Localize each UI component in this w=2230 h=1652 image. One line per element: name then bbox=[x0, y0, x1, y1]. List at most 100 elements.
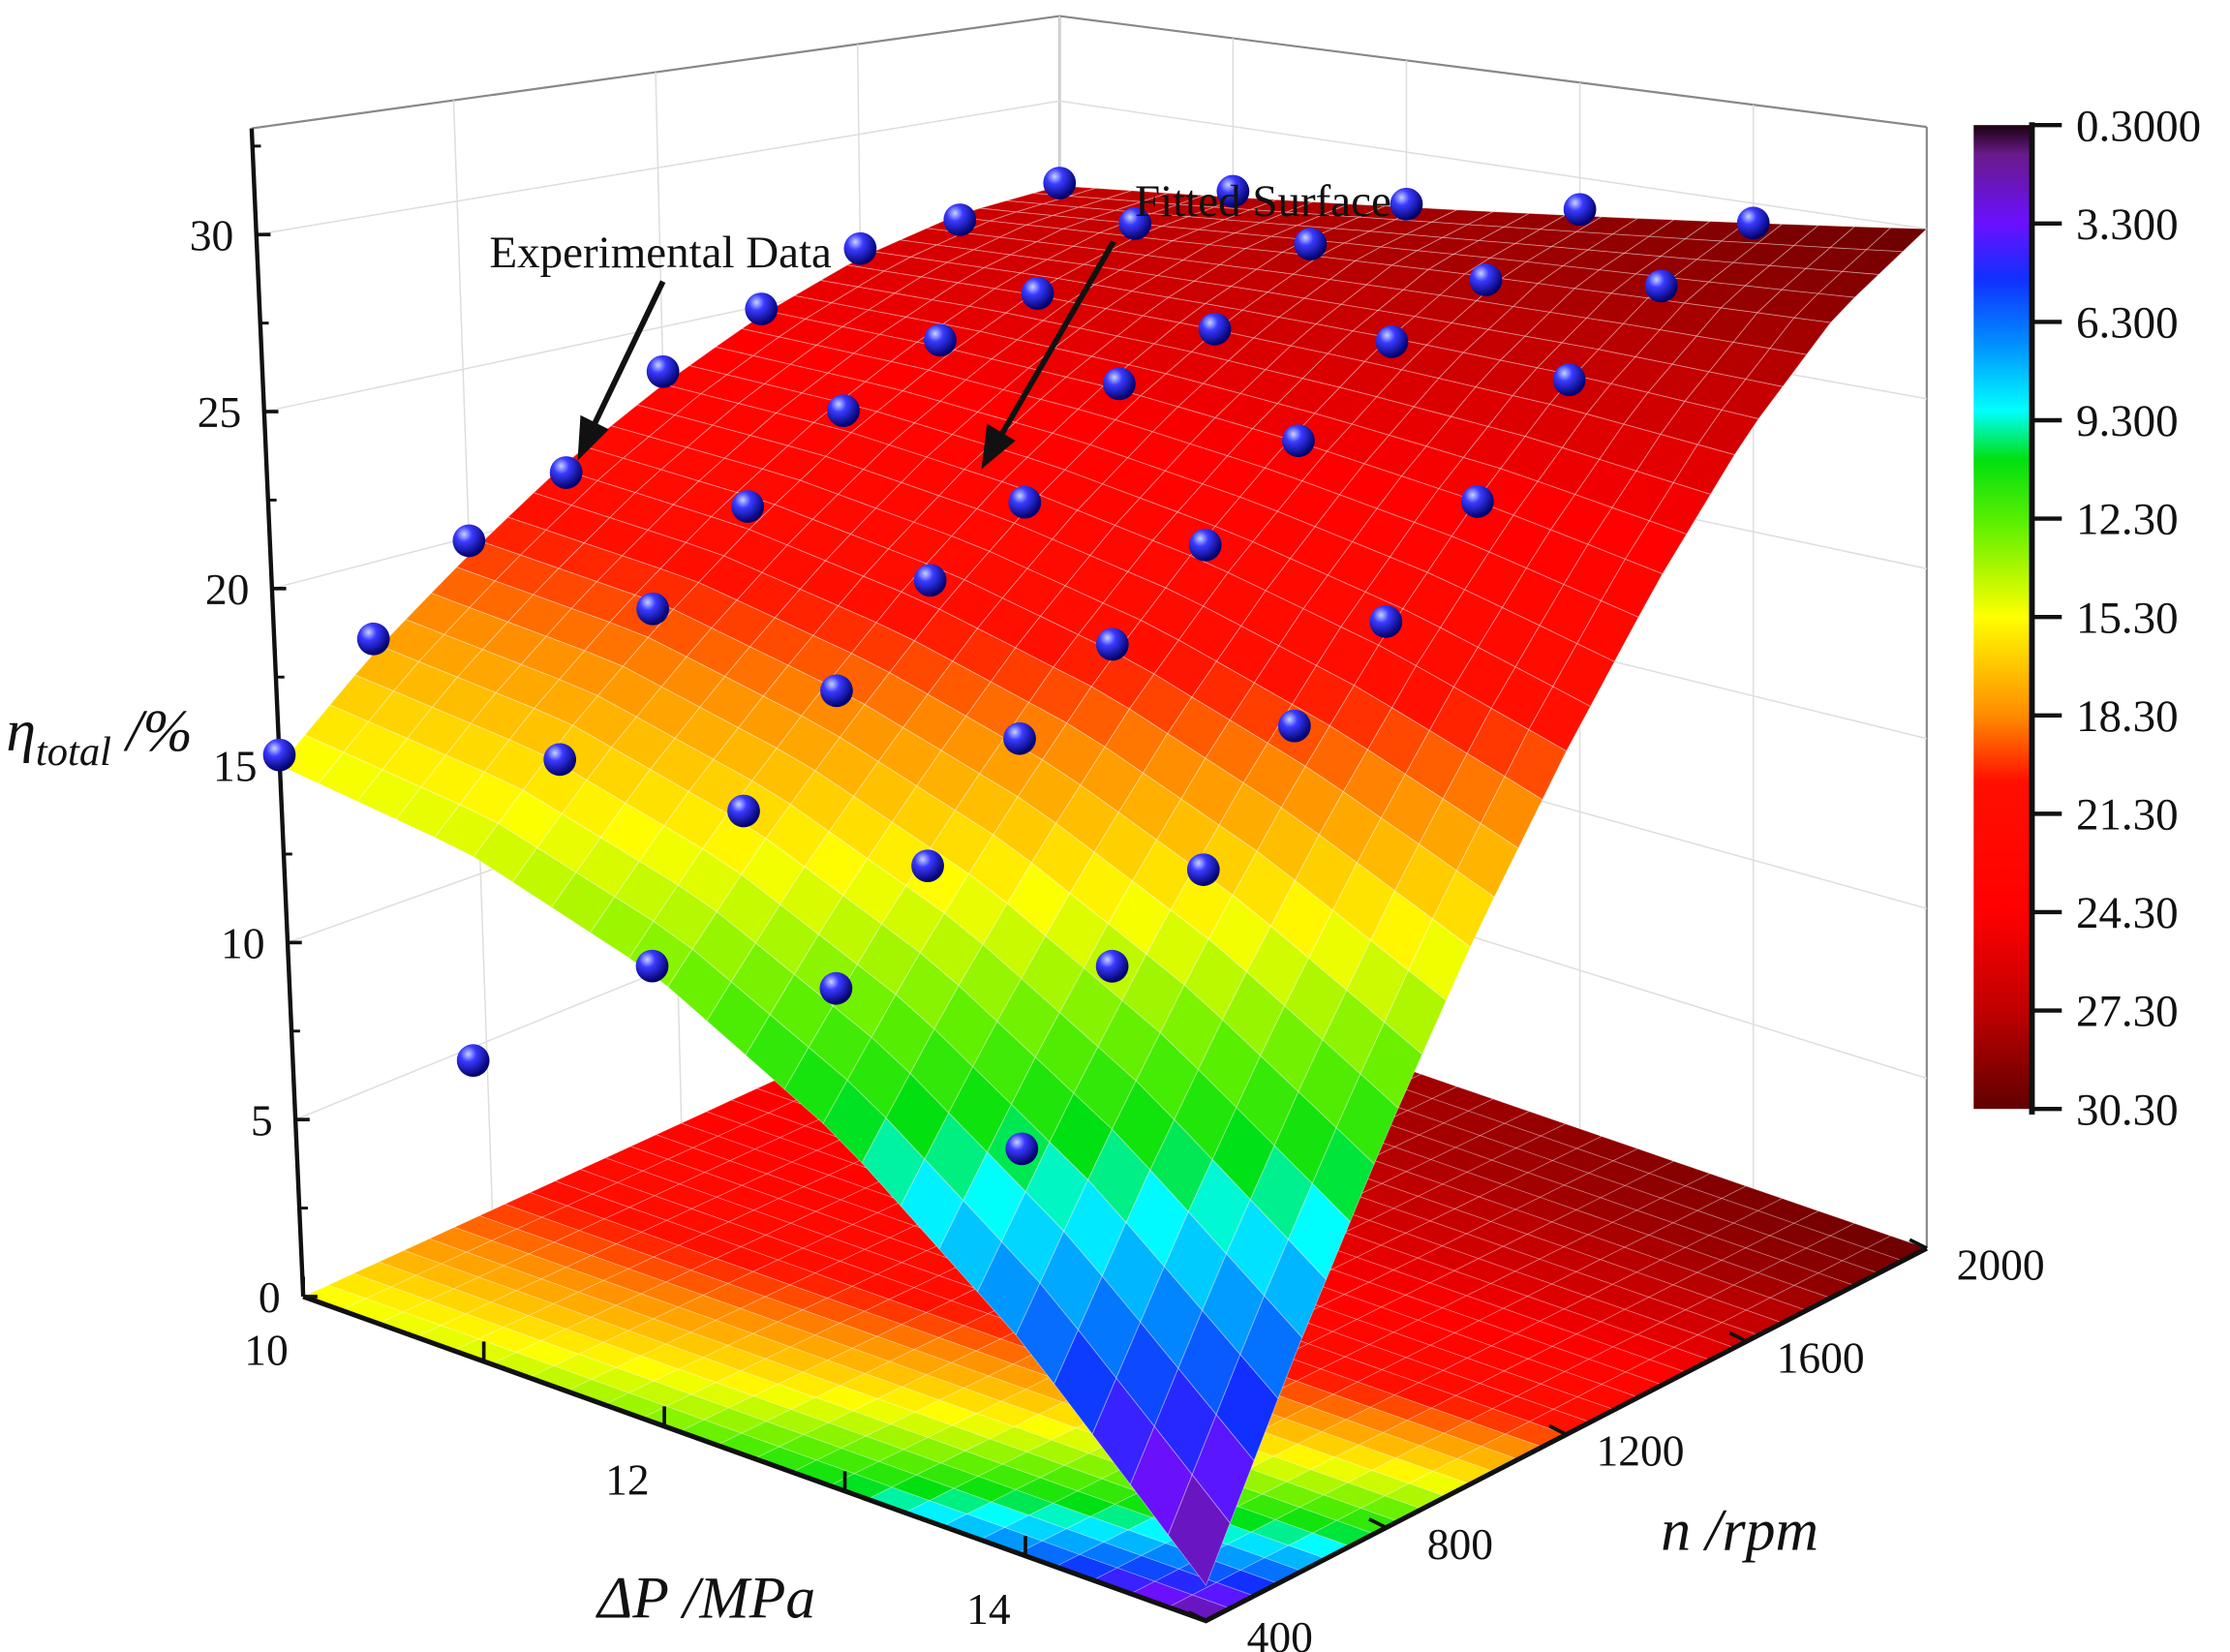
experimental-point bbox=[1043, 167, 1077, 199]
surface-cell bbox=[1721, 379, 1784, 420]
n-tick-label: 1200 bbox=[1596, 1426, 1684, 1476]
surface-cell bbox=[1384, 969, 1448, 1055]
experimental-point bbox=[820, 674, 853, 708]
experimental-point bbox=[635, 949, 669, 983]
colorbar-label: 3.300 bbox=[2076, 199, 2179, 250]
dp-tick-label: 14 bbox=[966, 1584, 1011, 1634]
n-tick-label: 400 bbox=[1247, 1612, 1313, 1652]
experimental-point bbox=[543, 743, 577, 777]
experimental-point bbox=[827, 394, 860, 428]
experimental-point bbox=[1021, 277, 1054, 310]
colorbar-label: 9.300 bbox=[2076, 396, 2179, 446]
box-top-edge bbox=[251, 15, 1927, 130]
n-tick bbox=[1368, 1517, 1388, 1530]
experimental-point bbox=[1390, 187, 1423, 221]
experimental-point bbox=[911, 849, 944, 882]
experimental-point bbox=[452, 524, 486, 558]
surface-cell bbox=[1672, 444, 1736, 496]
experimental-point bbox=[1277, 709, 1311, 743]
experimental-point bbox=[1188, 528, 1222, 562]
z-tick-label: 0 bbox=[259, 1272, 281, 1322]
n-tick-label: 2000 bbox=[1957, 1239, 2045, 1289]
experimental-point bbox=[1118, 207, 1152, 240]
z-tick-label: 20 bbox=[205, 565, 250, 614]
surface-cell bbox=[1287, 1182, 1351, 1281]
experimental-point bbox=[913, 564, 947, 597]
experimental-point bbox=[1369, 604, 1403, 638]
experimental-point bbox=[924, 323, 957, 357]
experimental-point bbox=[1186, 853, 1220, 886]
z-tick-label: 25 bbox=[198, 387, 242, 437]
experimental-point bbox=[1644, 269, 1678, 303]
surface-cell bbox=[1769, 317, 1832, 355]
colorbar-label: 18.30 bbox=[2076, 691, 2179, 742]
z-axis-line bbox=[249, 128, 306, 1298]
experimental-point bbox=[1375, 324, 1409, 358]
experimental-point bbox=[731, 490, 765, 523]
experimental-point bbox=[819, 971, 853, 1005]
surface-cell bbox=[1167, 1474, 1231, 1587]
experimental-point bbox=[1005, 1132, 1039, 1166]
experimental-point bbox=[1095, 627, 1129, 661]
experimental-point bbox=[943, 203, 977, 236]
surface-cell bbox=[1745, 348, 1808, 387]
experimental-point bbox=[1003, 721, 1036, 755]
experimental-point bbox=[1469, 263, 1503, 296]
annotation-fitted-surface: Fitted Surface bbox=[1135, 176, 1391, 227]
experimental-point bbox=[1736, 206, 1770, 240]
surface-cell bbox=[1215, 1354, 1279, 1462]
experimental-point bbox=[727, 794, 760, 828]
colorbar-label: 15.30 bbox=[2076, 593, 2179, 643]
experimental-point bbox=[1552, 363, 1586, 397]
z-tick-label: 15 bbox=[213, 742, 258, 791]
experimental-point bbox=[1103, 367, 1136, 401]
colorbar-label: 21.30 bbox=[2076, 790, 2179, 841]
experimental-point bbox=[646, 354, 680, 388]
z-tick-label: 30 bbox=[190, 210, 234, 260]
experimental-point bbox=[356, 622, 390, 656]
colorbar-label: 6.300 bbox=[2076, 298, 2179, 349]
colorbar-label: 24.30 bbox=[2076, 888, 2179, 938]
dp-tick-label: 12 bbox=[605, 1454, 650, 1504]
colorbar-label: 27.30 bbox=[2076, 987, 2179, 1037]
surface-cell bbox=[1624, 520, 1688, 575]
experimental-point bbox=[262, 738, 296, 772]
annotation-experimental-data: Experimental Data bbox=[490, 228, 833, 278]
surface-cell bbox=[1696, 409, 1759, 456]
experimental-point bbox=[549, 456, 583, 489]
n-tick bbox=[1548, 1423, 1568, 1437]
experimental-point bbox=[843, 231, 877, 265]
experimental-point bbox=[456, 1044, 490, 1078]
n-tick bbox=[1188, 1610, 1207, 1623]
experimental-point bbox=[636, 592, 669, 626]
experimental-point bbox=[1282, 424, 1315, 458]
colorbar-label: 12.30 bbox=[2076, 495, 2179, 545]
annotation-arrow-fitted bbox=[981, 240, 1116, 470]
experimental-point bbox=[1460, 485, 1494, 518]
annotation-arrow-experimental bbox=[577, 280, 666, 461]
z-axis-title: ηtotal /% bbox=[6, 698, 193, 775]
surface-cell bbox=[1191, 1413, 1255, 1524]
experimental-points bbox=[262, 167, 1770, 1166]
surface-cell bbox=[1264, 1239, 1328, 1339]
n-tick-label: 800 bbox=[1427, 1519, 1493, 1569]
x-axis-title: ΔP /MPa bbox=[595, 1566, 815, 1632]
fitted-surface bbox=[279, 185, 1928, 1587]
experimental-point bbox=[1216, 174, 1250, 208]
dp-tick-label: 10 bbox=[244, 1325, 289, 1374]
experimental-point bbox=[1563, 193, 1597, 227]
z-tick-label: 5 bbox=[251, 1095, 273, 1145]
experimental-point bbox=[745, 292, 779, 325]
experimental-point bbox=[1198, 312, 1232, 346]
colorbar: 0.3000 3.300 6.300 9.300 12.30 15.30 18.30 21.3… bbox=[1973, 101, 2201, 1135]
axes: 0 5 10 15 20 25 30 10 12 14 400 800 1200 1600 2000 bbox=[190, 128, 2045, 1652]
surface-cell bbox=[1792, 292, 1856, 323]
colorbar-label: 0.3000 bbox=[2076, 101, 2201, 151]
n-tick-label: 1600 bbox=[1777, 1333, 1865, 1383]
n-tick bbox=[1728, 1331, 1748, 1343]
surface-cell bbox=[1648, 481, 1712, 535]
colorbar-gradient bbox=[1973, 125, 2031, 1110]
surface-cell bbox=[1600, 558, 1664, 618]
experimental-point bbox=[1095, 949, 1129, 983]
